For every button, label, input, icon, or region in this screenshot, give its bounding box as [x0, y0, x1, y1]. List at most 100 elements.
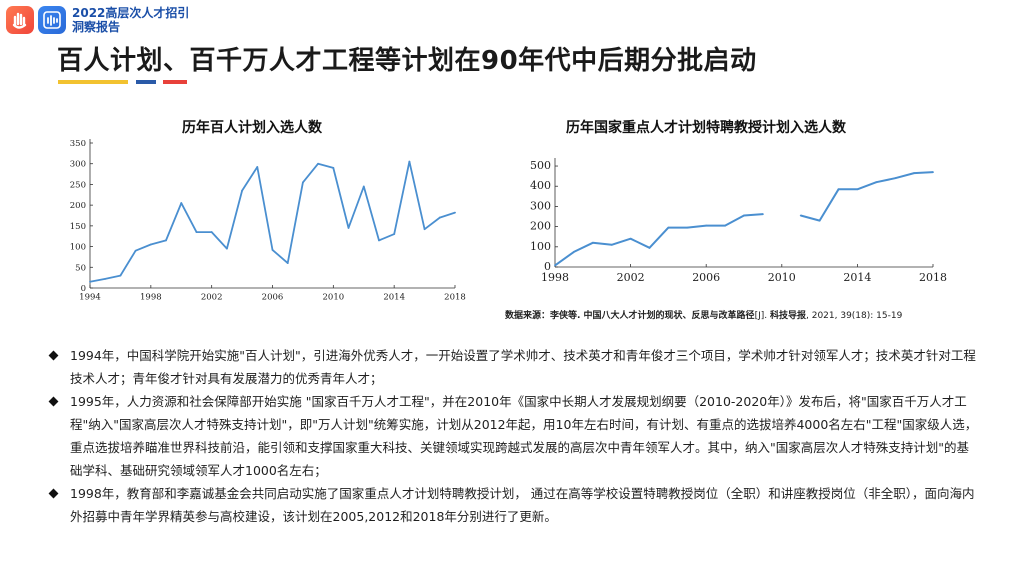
series-line — [800, 171, 934, 222]
diamond-bullet-icon — [48, 488, 59, 499]
accent-bar-yellow — [58, 80, 128, 84]
y-tick-label: 350 — [70, 139, 86, 149]
hundred-talents-line-chart: 0 50 100 150 200 250 300 350 1994 1998 2002 2006 201… — [70, 139, 466, 303]
data-point — [104, 277, 107, 280]
equalizer-logo-icon — [38, 6, 66, 34]
x-tick-label: 1998 — [541, 271, 569, 284]
data-point — [347, 227, 350, 229]
data-point — [648, 246, 651, 249]
bullet-item: 1995年，人力资源和社会保障部开始实施 "国家百千万人才工程"，并在2010年… — [48, 390, 980, 482]
data-point — [408, 160, 411, 163]
data-point — [362, 185, 365, 188]
y-tick-label: 250 — [70, 180, 86, 190]
data-point — [195, 231, 198, 233]
distinguished-professor-line-chart: 0 100 200 300 400 500 1998 2002 2006 2010 2014 2018 — [530, 158, 947, 284]
data-point — [818, 219, 821, 222]
x-tick-label: 2002 — [617, 271, 645, 284]
y-tick-label: 0 — [544, 260, 551, 273]
data-point — [629, 237, 632, 240]
y-tick-label: 100 — [70, 243, 86, 253]
y-tick-label: 400 — [530, 179, 551, 192]
data-point — [165, 239, 167, 242]
y-tick-label: 0 — [81, 284, 86, 294]
header-brand: 2022高层次人才招引 洞察报告 — [72, 6, 189, 34]
y-tick-label: 50 — [75, 263, 86, 273]
data-point — [332, 166, 335, 169]
x-tick-label: 2006 — [692, 271, 720, 284]
data-point — [591, 241, 594, 244]
data-point — [378, 239, 380, 242]
data-point — [743, 214, 745, 217]
bullet-list: 1994年，中国科学院开始实施"百人计划"，引进海外优秀人才，一开始设置了学术帅… — [48, 344, 980, 528]
x-tick-label: 2006 — [262, 293, 284, 303]
data-point — [894, 177, 897, 180]
data-point — [149, 243, 152, 246]
data-point — [393, 233, 396, 236]
data-point — [302, 181, 304, 184]
data-point — [875, 181, 878, 184]
x-tick-label: 2002 — [201, 293, 223, 303]
data-point — [686, 226, 689, 229]
data-point — [423, 228, 426, 231]
data-point — [610, 243, 613, 246]
chart-title-hundred-talents: 历年百人计划入选人数 — [182, 120, 322, 136]
diamond-bullet-icon — [48, 350, 59, 361]
data-point — [573, 250, 575, 253]
y-tick-label: 150 — [70, 222, 86, 232]
x-tick-label: 2018 — [444, 293, 466, 303]
data-point — [913, 172, 915, 175]
bullet-text: 1998年，教育部和李嘉诚基金会共同启动实施了国家重点人才计划特聘教授计划， 通… — [70, 486, 975, 524]
data-point — [705, 224, 708, 227]
data-point — [286, 262, 289, 265]
brand-line-1: 2022高层次人才招引 — [72, 6, 190, 20]
bullet-item: 1994年，中国科学院开始实施"百人计划"，引进海外优秀人才，一开始设置了学术帅… — [48, 344, 980, 390]
brand-line-2: 洞察报告 — [72, 20, 121, 34]
y-tick-label: 300 — [530, 199, 551, 212]
data-point — [837, 188, 840, 191]
x-tick-label: 2014 — [843, 271, 871, 284]
source-citation: , 2021, 39(18): 15-19 — [806, 311, 903, 321]
data-point — [317, 162, 320, 165]
bullet-text: 1994年，中国科学院开始实施"百人计划"，引进海外优秀人才，一开始设置了学术帅… — [70, 348, 976, 386]
data-point — [210, 231, 213, 233]
data-point — [225, 247, 228, 250]
page-title: 百人计划、百千万人才工程等计划在90年代中后期分批启动 — [57, 46, 757, 76]
source-tag: [J]. — [754, 311, 768, 321]
y-tick-label: 500 — [530, 159, 551, 172]
chart-title-distinguished-professor: 历年国家重点人才计划特聘教授计划入选人数 — [566, 120, 846, 136]
data-point — [134, 249, 137, 252]
data-point — [180, 202, 183, 204]
accent-bar-blue — [136, 80, 156, 84]
data-point — [799, 214, 802, 217]
series-line — [89, 160, 456, 283]
data-point — [932, 171, 934, 173]
x-tick-label: 1994 — [79, 293, 101, 303]
data-source-note: 数据来源：李侠等. 中国八大人才计划的现状、反思与改革路径[J]. 科技导报, … — [505, 308, 902, 321]
diamond-bullet-icon — [48, 396, 59, 407]
x-tick-label: 2010 — [323, 293, 345, 303]
y-tick-label: 200 — [530, 220, 551, 233]
x-tick-label: 2014 — [383, 293, 405, 303]
x-tick-label: 2010 — [768, 271, 796, 284]
y-tick-label: 200 — [70, 201, 86, 211]
accent-bar-red — [163, 80, 187, 84]
data-point — [89, 280, 91, 283]
bullet-item: 1998年，教育部和李嘉诚基金会共同启动实施了国家重点人才计划特聘教授计划， 通… — [48, 482, 980, 528]
data-point — [667, 226, 670, 229]
y-tick-label: 100 — [530, 240, 551, 253]
x-tick-label: 1998 — [140, 293, 162, 303]
source-journal: 科技导报 — [769, 311, 806, 321]
data-point — [256, 166, 259, 168]
data-point — [119, 274, 122, 277]
bullet-text: 1995年，人力资源和社会保障部开始实施 "国家百千万人才工程"，并在2010年… — [70, 394, 978, 478]
data-point — [438, 216, 441, 219]
data-point — [454, 211, 456, 214]
data-point — [271, 248, 274, 251]
data-point — [554, 264, 556, 267]
x-tick-label: 2018 — [919, 271, 947, 284]
data-point — [724, 224, 726, 227]
data-point — [762, 213, 764, 215]
data-point — [241, 189, 243, 192]
series-line — [554, 213, 763, 267]
hand-logo-icon — [6, 6, 34, 34]
